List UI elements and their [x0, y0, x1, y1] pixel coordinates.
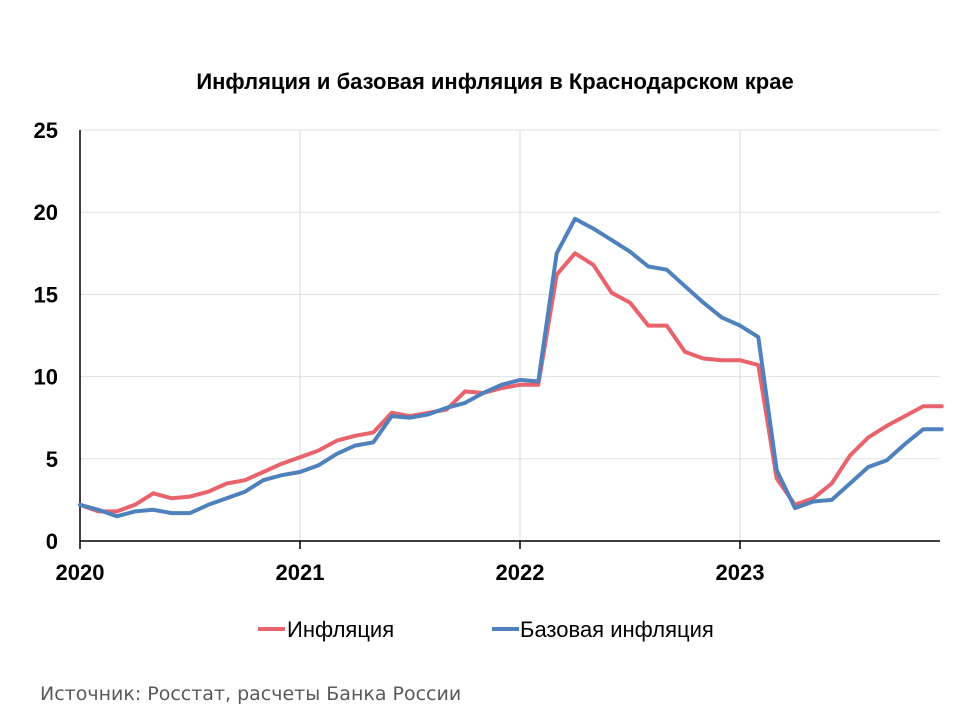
- y-tick-label: 25: [34, 118, 58, 143]
- x-tick-label: 2022: [496, 560, 545, 585]
- series-lines: [78, 216, 944, 519]
- inflation-chart: Инфляция и базовая инфляция в Краснодарс…: [34, 69, 944, 642]
- x-tick-label: 2023: [716, 560, 765, 585]
- chart-title: Инфляция и базовая инфляция в Краснодарс…: [196, 69, 793, 94]
- series-line-1: [78, 251, 944, 514]
- legend-label-1: Инфляция: [287, 617, 394, 642]
- series-line-2: [78, 216, 944, 519]
- y-tick-label: 0: [46, 529, 58, 554]
- grid: [80, 129, 940, 541]
- y-tick-label: 15: [34, 282, 58, 307]
- source-note: Источник: Росстат, расчеты Банка России: [40, 683, 462, 705]
- x-tick-label: 2021: [276, 560, 325, 585]
- x-tick-label: 2020: [56, 560, 105, 585]
- legend-label-2: Базовая инфляция: [520, 617, 714, 642]
- axes: 0 5 10 15 20 25 2020 2021 2022 2023: [34, 118, 940, 585]
- y-tick-label: 10: [34, 365, 58, 390]
- y-tick-label: 5: [46, 447, 58, 472]
- legend: Инфляция Базовая инфляция: [258, 617, 714, 642]
- y-tick-label: 20: [34, 200, 58, 225]
